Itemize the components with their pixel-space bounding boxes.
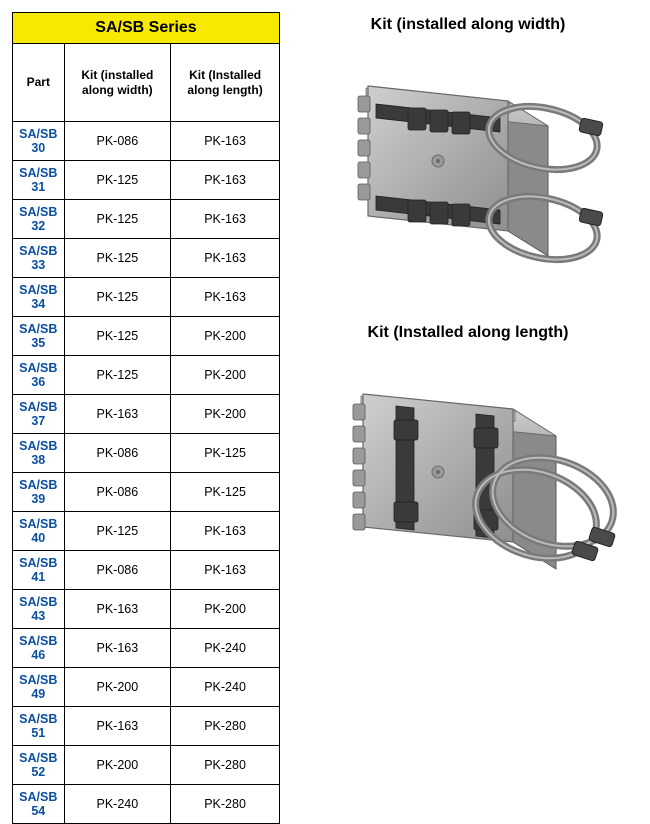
- col-header-part: Part: [13, 44, 65, 122]
- kit-width-cell: PK-125: [64, 356, 171, 395]
- part-cell: SA/SB 46: [13, 629, 65, 668]
- part-cell: SA/SB 43: [13, 590, 65, 629]
- table-row: SA/SB 46PK-163PK-240: [13, 629, 280, 668]
- kit-width-cell: PK-163: [64, 629, 171, 668]
- kit-length-cell: PK-163: [171, 122, 280, 161]
- part-cell: SA/SB 30: [13, 122, 65, 161]
- enclosure-figure-length: [318, 354, 618, 604]
- kit-width-cell: PK-240: [64, 785, 171, 824]
- part-cell: SA/SB 49: [13, 668, 65, 707]
- part-cell: SA/SB 52: [13, 746, 65, 785]
- kit-length-cell: PK-163: [171, 278, 280, 317]
- col-header-kit-length: Kit (Installed along length): [171, 44, 280, 122]
- kit-length-cell: PK-200: [171, 317, 280, 356]
- part-cell: SA/SB 36: [13, 356, 65, 395]
- table-row: SA/SB 34PK-125PK-163: [13, 278, 280, 317]
- part-cell: SA/SB 32: [13, 200, 65, 239]
- part-cell: SA/SB 35: [13, 317, 65, 356]
- table-row: SA/SB 35PK-125PK-200: [13, 317, 280, 356]
- table-row: SA/SB 40PK-125PK-163: [13, 512, 280, 551]
- table-row: SA/SB 49PK-200PK-240: [13, 668, 280, 707]
- kit-length-cell: PK-163: [171, 512, 280, 551]
- part-cell: SA/SB 38: [13, 434, 65, 473]
- kit-width-cell: PK-086: [64, 551, 171, 590]
- table-row: SA/SB 33PK-125PK-163: [13, 239, 280, 278]
- kit-length-cell: PK-280: [171, 785, 280, 824]
- table-row: SA/SB 51PK-163PK-280: [13, 707, 280, 746]
- part-cell: SA/SB 54: [13, 785, 65, 824]
- kit-length-cell: PK-200: [171, 395, 280, 434]
- kit-length-cell: PK-240: [171, 629, 280, 668]
- table-row: SA/SB 41PK-086PK-163: [13, 551, 280, 590]
- kit-width-cell: PK-086: [64, 434, 171, 473]
- part-cell: SA/SB 31: [13, 161, 65, 200]
- table-row: SA/SB 54PK-240PK-280: [13, 785, 280, 824]
- table-row: SA/SB 39PK-086PK-125: [13, 473, 280, 512]
- kit-length-cell: PK-125: [171, 473, 280, 512]
- enclosure-figure-width: [318, 46, 618, 296]
- table-row: SA/SB 36PK-125PK-200: [13, 356, 280, 395]
- table-row: SA/SB 32PK-125PK-163: [13, 200, 280, 239]
- kit-width-cell: PK-125: [64, 317, 171, 356]
- kit-width-cell: PK-163: [64, 590, 171, 629]
- part-cell: SA/SB 37: [13, 395, 65, 434]
- table-row: SA/SB 37PK-163PK-200: [13, 395, 280, 434]
- part-cell: SA/SB 33: [13, 239, 65, 278]
- table-row: SA/SB 43PK-163PK-200: [13, 590, 280, 629]
- kit-length-cell: PK-163: [171, 161, 280, 200]
- kit-length-cell: PK-200: [171, 356, 280, 395]
- table-row: SA/SB 52PK-200PK-280: [13, 746, 280, 785]
- part-cell: SA/SB 41: [13, 551, 65, 590]
- column-header-row: Part Kit (installed along width) Kit (In…: [13, 44, 280, 122]
- part-cell: SA/SB 40: [13, 512, 65, 551]
- kit-width-cell: PK-086: [64, 473, 171, 512]
- kit-length-cell: PK-125: [171, 434, 280, 473]
- kit-length-cell: PK-163: [171, 239, 280, 278]
- kit-length-cell: PK-280: [171, 746, 280, 785]
- figure-title-width: Kit (installed along width): [371, 16, 566, 34]
- kit-width-cell: PK-086: [64, 122, 171, 161]
- kit-width-cell: PK-125: [64, 161, 171, 200]
- kit-length-cell: PK-200: [171, 590, 280, 629]
- kit-width-cell: PK-200: [64, 746, 171, 785]
- kit-length-cell: PK-163: [171, 551, 280, 590]
- kit-length-cell: PK-280: [171, 707, 280, 746]
- figures-column: Kit (installed along width): [298, 12, 638, 824]
- part-cell: SA/SB 34: [13, 278, 65, 317]
- kit-width-cell: PK-163: [64, 395, 171, 434]
- table-row: SA/SB 30PK-086PK-163: [13, 122, 280, 161]
- kit-width-cell: PK-163: [64, 707, 171, 746]
- kit-table: SA/SB Series Part Kit (installed along w…: [12, 12, 280, 824]
- kit-width-cell: PK-125: [64, 200, 171, 239]
- kit-width-cell: PK-125: [64, 278, 171, 317]
- kit-width-cell: PK-200: [64, 668, 171, 707]
- kit-width-cell: PK-125: [64, 239, 171, 278]
- col-header-kit-width: Kit (installed along width): [64, 44, 171, 122]
- part-cell: SA/SB 39: [13, 473, 65, 512]
- kit-length-cell: PK-240: [171, 668, 280, 707]
- table-row: SA/SB 38PK-086PK-125: [13, 434, 280, 473]
- kit-length-cell: PK-163: [171, 200, 280, 239]
- part-cell: SA/SB 51: [13, 707, 65, 746]
- kit-width-cell: PK-125: [64, 512, 171, 551]
- table-row: SA/SB 31PK-125PK-163: [13, 161, 280, 200]
- figure-title-length: Kit (Installed along length): [368, 324, 569, 342]
- series-title-cell: SA/SB Series: [13, 13, 280, 44]
- kit-table-container: SA/SB Series Part Kit (installed along w…: [12, 12, 280, 824]
